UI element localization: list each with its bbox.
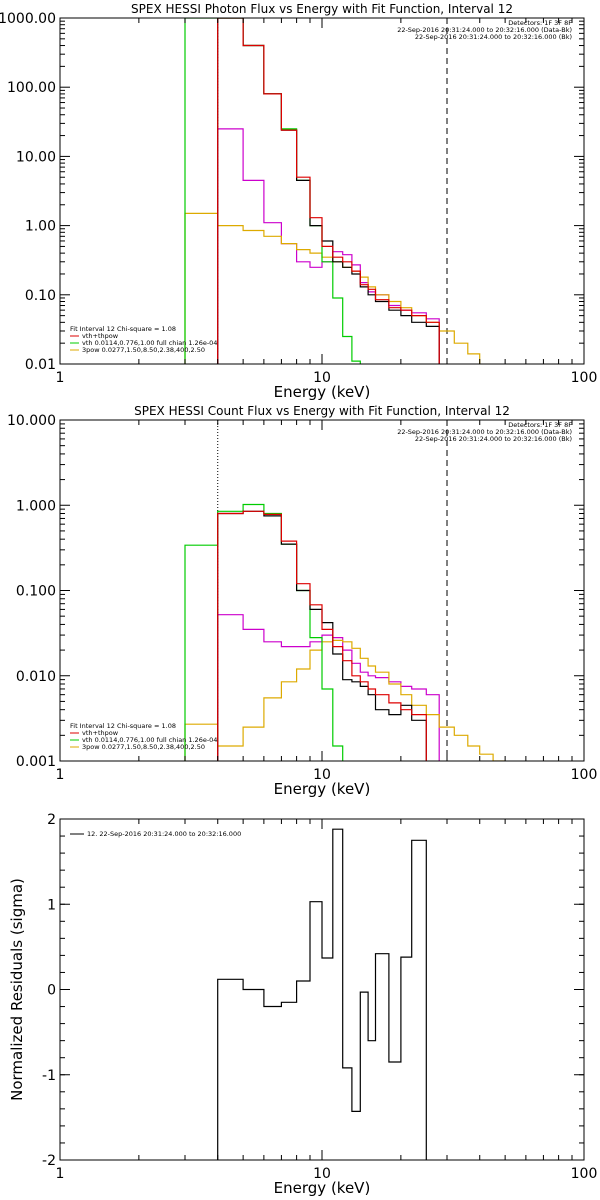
y-tick-label: 0.100 bbox=[16, 584, 56, 600]
x-tick-label: 100 bbox=[571, 767, 598, 783]
legend-label: vth+thpow bbox=[82, 332, 119, 340]
chart-panel-2: SPEX HESSI Count Flux vs Energy with Fit… bbox=[7, 404, 598, 798]
legend-label: vth+thpow bbox=[82, 729, 119, 737]
x-axis: 1 10 100 bbox=[56, 420, 598, 783]
x-tick-label: 100 bbox=[571, 370, 598, 386]
legend-header: Fit Interval 12 Chi-square = 1.08 bbox=[70, 722, 176, 730]
y-tick-label: 100.00 bbox=[7, 80, 56, 96]
header-line-1: Detectors: 1F 3F 8F bbox=[508, 19, 572, 27]
y-tick-label: 1000.00 bbox=[0, 11, 56, 27]
x-tick-label: 10 bbox=[313, 767, 331, 783]
plot-frame bbox=[59, 419, 585, 762]
header-line-2: 22-Sep-2016 20:31:24.000 to 20:32:16.000… bbox=[397, 428, 572, 436]
y-tick-label: 0.010 bbox=[16, 669, 56, 685]
x-tick-label: 1 bbox=[56, 370, 65, 386]
x-axis-label: Energy (keV) bbox=[274, 1179, 371, 1197]
x-axis-label: Energy (keV) bbox=[274, 383, 371, 401]
y-tick-label: 2 bbox=[47, 812, 56, 828]
series-line-5 bbox=[217, 18, 440, 364]
series-line-2 bbox=[184, 639, 506, 761]
series-line-3 bbox=[184, 18, 361, 364]
plot-frame bbox=[59, 818, 585, 1161]
x-tick-label: 1 bbox=[56, 1166, 65, 1182]
series-line-4 bbox=[217, 18, 440, 364]
legend-header: Fit Interval 12 Chi-square = 1.08 bbox=[70, 325, 176, 333]
legend-label: vth 0.0114,0.776,1.00 full chian 1.26e-0… bbox=[82, 339, 217, 347]
x-axis-label: Energy (keV) bbox=[274, 780, 371, 798]
legend-label: 12. 22-Sep-2016 20:31:24.000 to 20:32:16… bbox=[87, 830, 241, 838]
header-line-1: Detectors: 1F 3F 8F bbox=[508, 421, 572, 429]
x-tick-label: 100 bbox=[571, 1166, 598, 1182]
plot-frame bbox=[59, 17, 585, 365]
legend-label: 3pow 0.0277,1.50,8.50,2.38,400,2.50 bbox=[82, 346, 205, 354]
legend: 12. 22-Sep-2016 20:31:24.000 to 20:32:16… bbox=[70, 830, 241, 838]
series-line-5 bbox=[217, 510, 427, 761]
y-tick-label: 0 bbox=[47, 983, 56, 999]
legend-label: 3pow 0.0277,1.50,8.50,2.38,400,2.50 bbox=[82, 743, 205, 751]
chart-title: SPEX HESSI Photon Flux vs Energy with Fi… bbox=[131, 2, 513, 16]
y-tick-label: 0.001 bbox=[16, 754, 56, 770]
y-axis: -2 -1 0 1 2 bbox=[42, 812, 584, 1169]
x-tick-label: 10 bbox=[313, 1166, 331, 1182]
y-tick-label: 10.00 bbox=[16, 149, 56, 165]
legend: Fit Interval 12 Chi-square = 1.08vth+thp… bbox=[70, 325, 217, 354]
y-tick-label: 1.00 bbox=[25, 219, 56, 235]
legend: Fit Interval 12 Chi-square = 1.08vth+thp… bbox=[70, 722, 217, 751]
chart-panel-3: 1 10 100 Energy (keV) -2 -1 0 1 2 Normalized Resi… bbox=[8, 812, 597, 1197]
series-line-1 bbox=[217, 614, 440, 761]
y-tick-label: -1 bbox=[42, 1068, 56, 1084]
x-axis: 1 10 100 bbox=[56, 819, 598, 1182]
y-tick-label: 0.10 bbox=[25, 288, 56, 304]
chart-panel-1: SPEX HESSI Photon Flux vs Energy with Fi… bbox=[0, 2, 597, 401]
header-line-2: 22-Sep-2016 20:31:24.000 to 20:32:16.000… bbox=[397, 26, 572, 34]
y-axis-label: Normalized Residuals (sigma) bbox=[8, 878, 26, 1101]
x-tick-label: 10 bbox=[313, 370, 331, 386]
header-line-3: 22-Sep-2016 20:31:24.000 to 20:32:16.000… bbox=[415, 33, 572, 41]
series-line-4 bbox=[217, 510, 427, 761]
chart-title: SPEX HESSI Count Flux vs Energy with Fit… bbox=[134, 404, 510, 418]
y-tick-label: 0.01 bbox=[25, 357, 56, 373]
header-line-3: 22-Sep-2016 20:31:24.000 to 20:32:16.000… bbox=[415, 435, 572, 443]
y-tick-label: 10.000 bbox=[7, 413, 56, 429]
series-line-1 bbox=[217, 828, 427, 1160]
legend-label: vth 0.0114,0.776,1.00 full chian 1.26e-0… bbox=[82, 736, 217, 744]
x-tick-label: 1 bbox=[56, 767, 65, 783]
y-tick-label: -2 bbox=[42, 1153, 56, 1169]
y-axis: 0.001 0.010 0.100 1.000 10.000 bbox=[7, 413, 584, 770]
y-tick-label: 1.000 bbox=[16, 498, 56, 514]
x-axis: 1 10 100 bbox=[56, 18, 598, 386]
y-tick-label: 1 bbox=[47, 897, 56, 913]
y-axis: 0.01 0.10 1.00 10.00 100.00 1000.00 bbox=[0, 11, 584, 373]
